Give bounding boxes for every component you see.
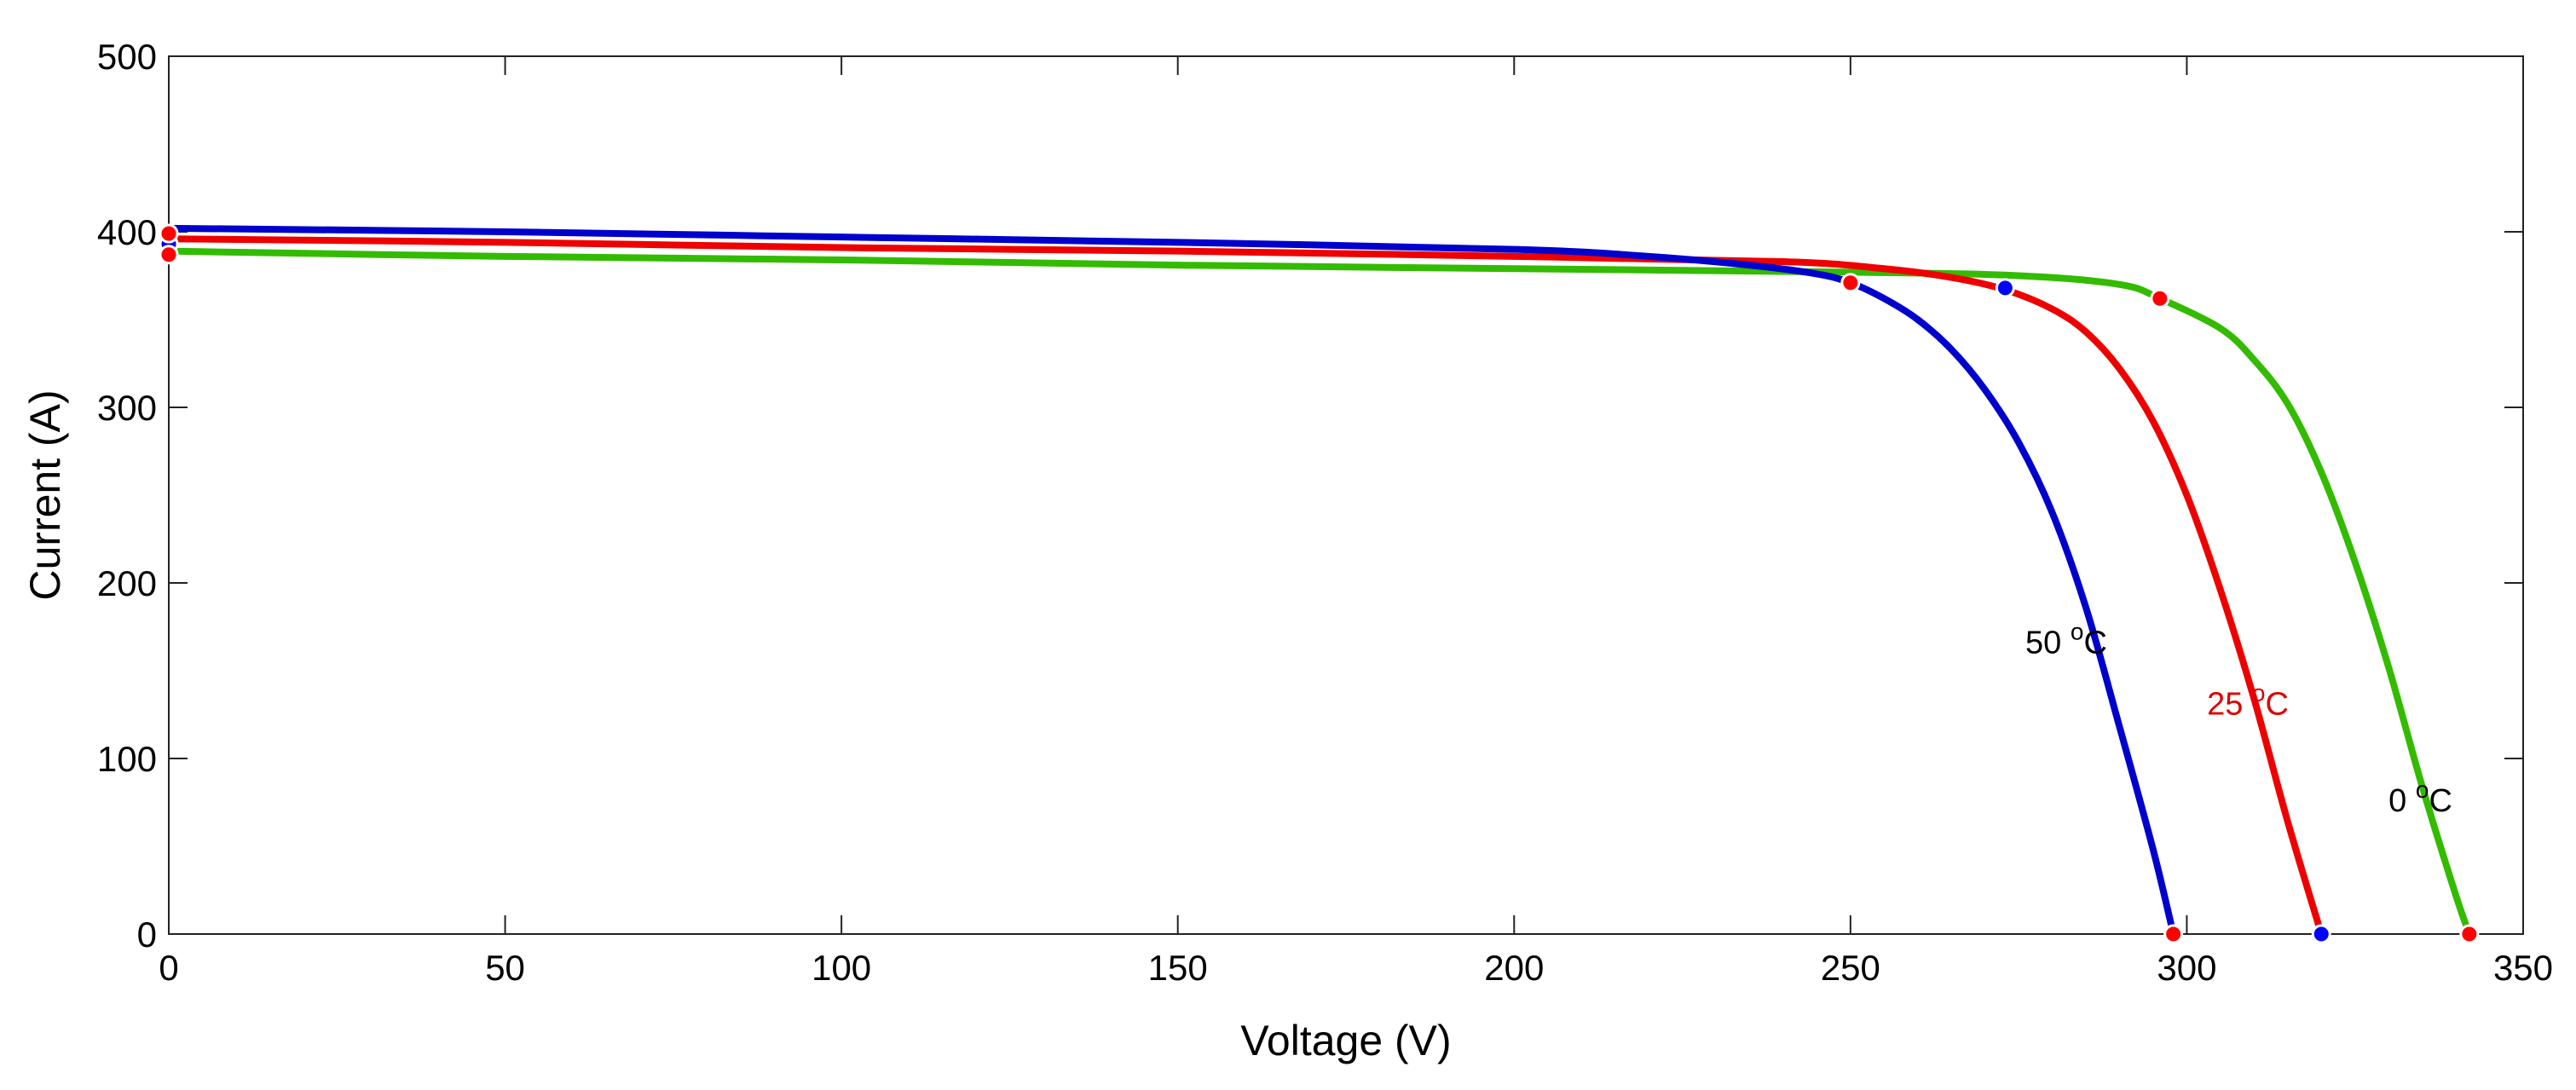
x-tick-label: 200 xyxy=(1484,948,1544,988)
data-point-marker xyxy=(1995,278,2015,298)
x-tick-label: 0 xyxy=(159,948,178,988)
y-axis-title: Current (A) xyxy=(21,389,69,600)
axis-ticks: 0 50 100 150 200 250 300 350 0 100 200 300 400 500 xyxy=(97,37,2553,988)
y-tick-label: 400 xyxy=(97,212,157,252)
y-tick-label: 0 xyxy=(137,914,157,954)
x-tick-label: 150 xyxy=(1148,948,1208,988)
series-line xyxy=(165,247,2473,937)
x-tick-label: 350 xyxy=(2493,948,2553,988)
data-point-marker xyxy=(2311,924,2331,944)
data-point-marker xyxy=(1840,273,1861,293)
data-point-marker xyxy=(2459,924,2480,944)
plot-area xyxy=(168,55,2524,935)
y-tick-label: 300 xyxy=(97,388,157,428)
x-tick-label: 50 xyxy=(485,948,525,988)
series-line xyxy=(165,235,2325,937)
y-tick-label: 100 xyxy=(97,739,157,779)
series-curves xyxy=(165,224,2473,937)
x-tick-label: 100 xyxy=(811,948,871,988)
data-point-marker xyxy=(159,245,179,265)
data-point-marker xyxy=(2150,288,2170,309)
series-label: 0 oC xyxy=(2388,776,2452,819)
y-tick-label: 500 xyxy=(97,37,157,77)
series-labels: 50 oC 25 oC 0 oC xyxy=(2025,618,2452,818)
data-point-marker xyxy=(2163,924,2184,944)
x-axis-title: Voltage (V) xyxy=(1240,1017,1451,1064)
series-line xyxy=(165,224,2177,937)
series-label: 50 oC xyxy=(2025,618,2107,660)
series-label: 25 oC xyxy=(2207,680,2289,723)
x-tick-label: 300 xyxy=(2157,948,2216,988)
series-markers xyxy=(159,223,2480,944)
x-tick-label: 250 xyxy=(1821,948,1880,988)
data-point-marker xyxy=(159,223,179,244)
y-tick-label: 200 xyxy=(97,563,157,603)
